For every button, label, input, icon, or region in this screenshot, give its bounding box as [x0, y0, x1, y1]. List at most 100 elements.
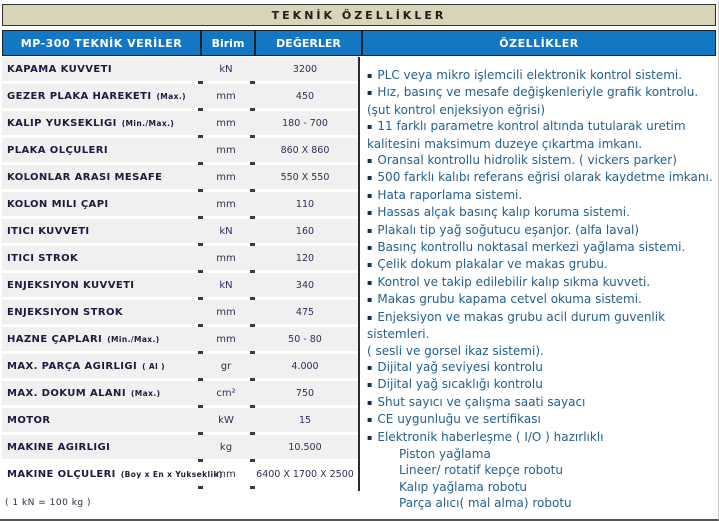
- feature-item: ▪ CE uygunluğu ve sertifikası: [367, 411, 713, 428]
- spec-label: ENJEKSIYON STROK: [2, 307, 200, 318]
- spec-row: HAZNE ÇAPLARI (Min./Max.) mm 50 - 80: [2, 327, 358, 354]
- feature-item: ▪ Plakalı tip yağ soğutucu eşanjor. (alfa…: [367, 222, 713, 239]
- spec-label: PLAKA OLÇULERI: [2, 145, 200, 156]
- spec-label-text: GEZER PLAKA HAREKETI: [7, 90, 152, 102]
- spec-label-text: PLAKA OLÇULERI: [7, 144, 108, 156]
- spec-label-text: MAX. DOKUM ALANI: [7, 387, 126, 399]
- spec-unit: cm²: [216, 387, 236, 399]
- bullet-square-icon: ▪: [367, 122, 373, 132]
- spec-row: KALIP YUKSEKLIGI (Min./Max.) mm 180 - 700: [2, 111, 358, 138]
- feature-text: PLC veya mikro işlemcili elektronik kont…: [377, 68, 683, 82]
- bullet-square-icon: ▪: [367, 156, 373, 166]
- bullet-square-icon: ▪: [367, 415, 373, 425]
- spec-label: ENJEKSIYON KUVVETI: [2, 280, 200, 291]
- spec-value: 160: [295, 225, 315, 237]
- spec-row: MAKINE OLÇULERI (Boy x En x Yukseklik) mm 6…: [2, 462, 358, 489]
- bullet-square-icon: ▪: [367, 173, 373, 183]
- feature-text: ( sesli ve gorsel ikaz sistemi).: [367, 343, 544, 358]
- spec-label-text: MAKINE AGIRLIGI: [7, 441, 111, 453]
- bullet-square-icon: ▪: [367, 208, 373, 218]
- spec-label-text: MOTOR: [7, 414, 51, 426]
- bullet-square-icon: ▪: [367, 362, 373, 372]
- spec-label-text: ENJEKSIYON STROK: [7, 306, 124, 318]
- spec-qualifier: (Min./Max.): [121, 118, 175, 128]
- spec-value: 340: [295, 279, 315, 291]
- spec-unit: mm: [216, 333, 236, 345]
- feature-text: (şut kontrol enjeksiyon eğrisi): [367, 102, 546, 117]
- feature-item: ▪ Hassas alçak basınç kalıp koruma sistem…: [367, 204, 713, 221]
- feature-text: Basınç kontrollu noktasal merkezi yağlam…: [377, 240, 686, 255]
- spec-row: MAX. PARÇA AGIRLIGI ( Al ) gr 4.000: [2, 354, 358, 381]
- feature-text: Oransal kontrollu hidrolik sistem. ( vic…: [377, 153, 677, 168]
- spec-unit: kN: [219, 63, 233, 75]
- spec-unit: kN: [219, 279, 233, 291]
- feature-item: ▪ Dijital yağ sıcaklığı kontrolu: [367, 376, 713, 393]
- feature-item: ▪ PLC veya mikro işlemcili elektronik kon…: [367, 67, 713, 84]
- spec-value: 50 - 80: [288, 333, 322, 345]
- spec-label: MAKINE OLÇULERI (Boy x En x Yukseklik): [2, 469, 222, 480]
- spec-value: 110: [295, 198, 315, 210]
- feature-item: ▪ Basınç kontrollu noktasal merkezi yağla…: [367, 239, 713, 256]
- spec-label-text: KAPAMA KUVVETI: [7, 63, 112, 75]
- spec-label-text: KALIP YUKSEKLIGI: [7, 117, 117, 129]
- header-features-column: ÖZELLİKLER: [361, 31, 715, 55]
- spec-label: MOTOR: [2, 415, 200, 426]
- header-values-column: DEĞERLER: [254, 31, 361, 55]
- title-band: TEKNİK ÖZELLİKLER: [2, 4, 716, 26]
- feature-text: Hassas alçak basınç kalıp koruma sistemi…: [377, 205, 630, 220]
- feature-text: Parça alıcı( mal alma) robotu: [399, 496, 572, 511]
- spec-unit: kN: [219, 225, 233, 237]
- spec-qualifier: (Min./Max.): [107, 334, 160, 344]
- spec-unit: mm: [216, 198, 236, 210]
- spec-label-text: HAZNE ÇAPLARI: [7, 333, 103, 345]
- feature-text: CE uygunluğu ve sertifikası: [377, 412, 541, 427]
- feature-text: Dijital yağ seviyesi kontrolu: [377, 359, 543, 374]
- feature-item: ▪ 11 farklı parametre kontrol altında tut…: [367, 118, 713, 152]
- feature-item: ( sesli ve gorsel ikaz sistemi).: [367, 343, 713, 359]
- spec-label: HAZNE ÇAPLARI (Min./Max.): [2, 334, 200, 345]
- feature-text: Enjeksiyon ve makas grubu acil durum guv…: [367, 309, 666, 342]
- bullet-square-icon: ▪: [367, 190, 373, 200]
- spec-unit: mm: [216, 171, 236, 183]
- feature-text: Makas grubu kapama cetvel okuma sistemi.: [377, 292, 642, 307]
- spec-label-text: ENJEKSIYON KUVVETI: [7, 279, 135, 291]
- bullet-square-icon: ▪: [367, 295, 373, 305]
- spec-value: 750: [295, 387, 315, 399]
- feature-item: (şut kontrol enjeksiyon eğrisi): [367, 102, 713, 118]
- feature-sub-item: Lineer/ rotatif kepçe robotu: [367, 462, 713, 478]
- bullet-square-icon: ▪: [367, 277, 373, 287]
- feature-text: Plakalı tip yağ soğutucu eşanjor. (alfa …: [377, 222, 640, 237]
- spec-label-text: MAX. PARÇA AGIRLIGI: [7, 360, 138, 372]
- spec-value: 450: [295, 90, 315, 102]
- feature-text: Çelik dokum plakalar ve makas grubu.: [377, 257, 608, 272]
- footnote: ( 1 kN = 100 kg ): [5, 498, 92, 508]
- feature-item: ▪ Hız, basınç ve mesafe değişkenleriyle g…: [367, 84, 713, 101]
- bullet-square-icon: ▪: [367, 243, 373, 253]
- spec-label-text: ITICI KUVVETI: [7, 225, 90, 237]
- spec-row: MAX. DOKUM ALANI (Max.) cm² 750: [2, 381, 358, 408]
- spec-row: KOLON MILI ÇAPI mm 110: [2, 192, 358, 219]
- spec-value: 15: [298, 414, 312, 426]
- feature-text: Elektronik haberleşme ( I/O ) hazırlıklı: [377, 429, 604, 444]
- spec-qualifier: (Max.): [130, 388, 161, 398]
- header-unit-column: Birim: [200, 31, 254, 55]
- feature-text: Hata raporlama sistemi.: [377, 187, 523, 202]
- spec-unit: kW: [218, 414, 234, 426]
- spec-label: KALIP YUKSEKLIGI (Min./Max.): [2, 118, 200, 129]
- spec-row: MAKINE AGIRLIGI kg 10.500: [2, 435, 358, 462]
- feature-item: ▪ Makas grubu kapama cetvel okuma sistemi…: [367, 291, 713, 308]
- spec-value: 10.500: [288, 441, 322, 453]
- spec-row: KAPAMA KUVVETI kN 3200: [2, 57, 358, 84]
- spec-label: ITICI STROK: [2, 253, 200, 264]
- spec-value: 4.000: [291, 360, 319, 372]
- feature-item: ▪ Dijital yağ seviyesi kontrolu: [367, 359, 713, 376]
- spec-value: 860 X 860: [280, 144, 330, 156]
- spec-row: GEZER PLAKA HAREKETI (Max.) mm 450: [2, 84, 358, 111]
- feature-item: ▪ 500 farklı kalıbı referans eğrisi olara…: [367, 169, 713, 186]
- feature-text: Shut sayıcı ve çalışma saati sayacı: [377, 394, 586, 409]
- feature-text: Kontrol ve takip edilebilir kalıp sıkma …: [377, 274, 651, 289]
- spec-unit: mm: [216, 90, 236, 102]
- spec-row: ENJEKSIYON STROK mm 475: [2, 300, 358, 327]
- feature-item: ▪ Elektronik haberleşme ( I/O ) hazırlıkl…: [367, 429, 713, 446]
- sheet-title: TEKNİK ÖZELLİKLER: [271, 8, 447, 22]
